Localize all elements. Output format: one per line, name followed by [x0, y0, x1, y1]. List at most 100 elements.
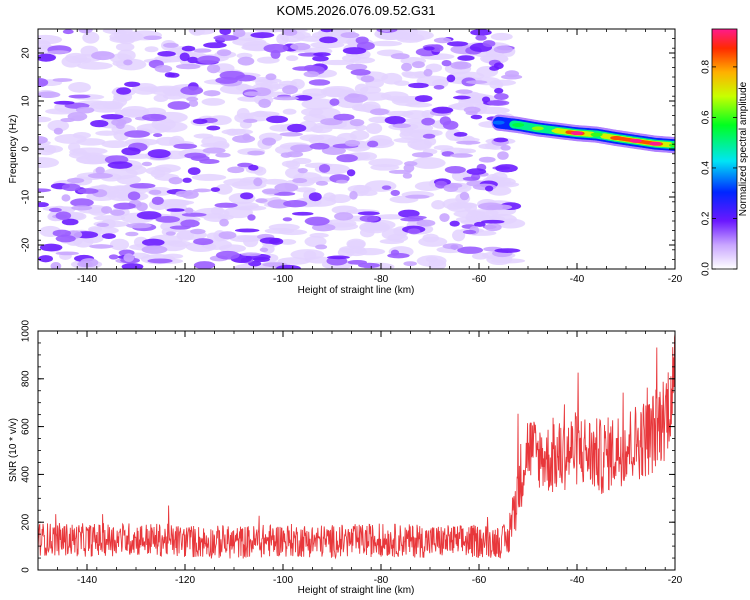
noise-blob: [190, 228, 206, 235]
noise-blob: [462, 229, 477, 235]
noise-blob-faint: [254, 29, 284, 33]
signal-track-point: [512, 123, 525, 127]
noise-blob: [248, 164, 259, 171]
noise-blob-faint: [54, 134, 87, 144]
noise-blob-faint: [163, 86, 179, 97]
noise-blob: [121, 147, 141, 156]
noise-blob-faint: [193, 133, 214, 139]
noise-blob: [344, 139, 361, 147]
noise-blob: [411, 152, 434, 158]
noise-blob-faint: [320, 85, 355, 97]
noise-blob-faint: [308, 107, 341, 119]
colorbar-tick-label: 0.8: [701, 60, 712, 74]
noise-blob-faint: [38, 157, 60, 168]
noise-blob: [292, 66, 315, 71]
noise-blob: [167, 101, 191, 110]
noise-blob-faint: [217, 214, 234, 221]
noise-blob: [163, 42, 179, 48]
noise-blob: [470, 114, 483, 120]
noise-blob: [215, 152, 231, 158]
noise-blob-faint: [144, 46, 159, 53]
noise-blob: [297, 168, 308, 174]
noise-blob-faint: [68, 82, 92, 93]
noise-blob: [47, 50, 70, 54]
snr-xtick-label: -60: [472, 575, 487, 586]
noise-blob: [450, 153, 473, 158]
noise-blob: [441, 59, 452, 67]
noise-blob: [265, 73, 277, 81]
noise-blob: [151, 196, 164, 205]
noise-blob: [100, 113, 124, 120]
snr-ytick-label: 800: [21, 370, 32, 387]
noise-blob: [478, 156, 496, 163]
noise-blob-faint: [109, 31, 144, 43]
noise-blob: [482, 40, 496, 48]
noise-blob: [484, 185, 494, 192]
noise-blob: [455, 89, 473, 94]
noise-blob: [336, 179, 348, 184]
noise-blob-faint: [398, 30, 434, 41]
noise-blob: [38, 255, 53, 263]
noise-blob-faint: [269, 124, 294, 132]
noise-blob-faint: [385, 110, 414, 117]
noise-blob-faint: [328, 194, 351, 204]
noise-blob: [141, 113, 167, 122]
noise-blob: [423, 46, 435, 51]
noise-blob-faint: [153, 94, 169, 102]
noise-blob: [287, 123, 307, 133]
noise-blob: [456, 140, 481, 145]
noise-blob: [91, 51, 115, 61]
noise-blob: [218, 231, 237, 240]
noise-blob-faint: [93, 215, 126, 221]
noise-blob: [38, 188, 52, 193]
spectrogram-x-axis: -140 -120 -100 -80 -60 -40 -20: [37, 29, 683, 285]
noise-blob: [214, 202, 238, 208]
noise-blob: [55, 211, 72, 220]
snr-panel: -140 -120 -100 -80 -60 -40 -20 0 200 400 600 800 10…: [8, 319, 683, 596]
noise-blob: [232, 135, 256, 143]
noise-blob-faint: [375, 214, 407, 220]
noise-blob: [77, 188, 99, 194]
noise-blob: [309, 142, 330, 150]
snr-ytick-label: 200: [21, 513, 32, 530]
spectrogram-y-label: Frequency (Hz): [8, 115, 19, 184]
noise-blob: [61, 194, 71, 202]
noise-blob: [416, 219, 436, 227]
noise-blob: [255, 198, 268, 203]
snr-ytick-label: 0: [21, 567, 32, 573]
noise-blob: [259, 237, 281, 244]
noise-blob: [282, 29, 298, 36]
noise-blob: [184, 207, 194, 214]
noise-blob: [405, 194, 430, 199]
colorbar-ticks: 0.0 0.2 0.4 0.6 0.8: [701, 60, 737, 276]
noise-blob: [52, 78, 73, 83]
noise-blob: [500, 144, 511, 151]
noise-blob: [250, 32, 275, 39]
noise-blob: [407, 215, 427, 220]
noise-blob-faint: [491, 172, 508, 183]
noise-blob-faint: [154, 55, 186, 63]
noise-blob-faint: [354, 83, 369, 94]
noise-blob: [359, 215, 379, 223]
noise-blob: [366, 140, 379, 148]
noise-blob: [486, 204, 513, 210]
noise-blob: [381, 29, 392, 32]
noise-blob-faint: [278, 80, 298, 87]
noise-blob: [90, 119, 109, 128]
noise-blob: [369, 108, 389, 116]
noise-blob-faint: [370, 164, 400, 171]
noise-blob: [346, 169, 356, 177]
spectrogram-xtick-label: -100: [273, 274, 293, 285]
noise-blob: [345, 63, 368, 71]
noise-blob: [125, 231, 139, 237]
noise-blob-faint: [210, 206, 225, 216]
noise-blob-faint: [310, 41, 345, 49]
snr-ytick-label: 600: [21, 418, 32, 435]
noise-blob: [38, 135, 48, 145]
snr-xtick-label: -40: [570, 575, 585, 586]
noise-blob-faint: [471, 252, 489, 260]
noise-blob-faint: [448, 104, 463, 110]
noise-blob: [38, 202, 49, 208]
noise-blob: [147, 149, 171, 159]
noise-blob-faint: [331, 205, 358, 215]
